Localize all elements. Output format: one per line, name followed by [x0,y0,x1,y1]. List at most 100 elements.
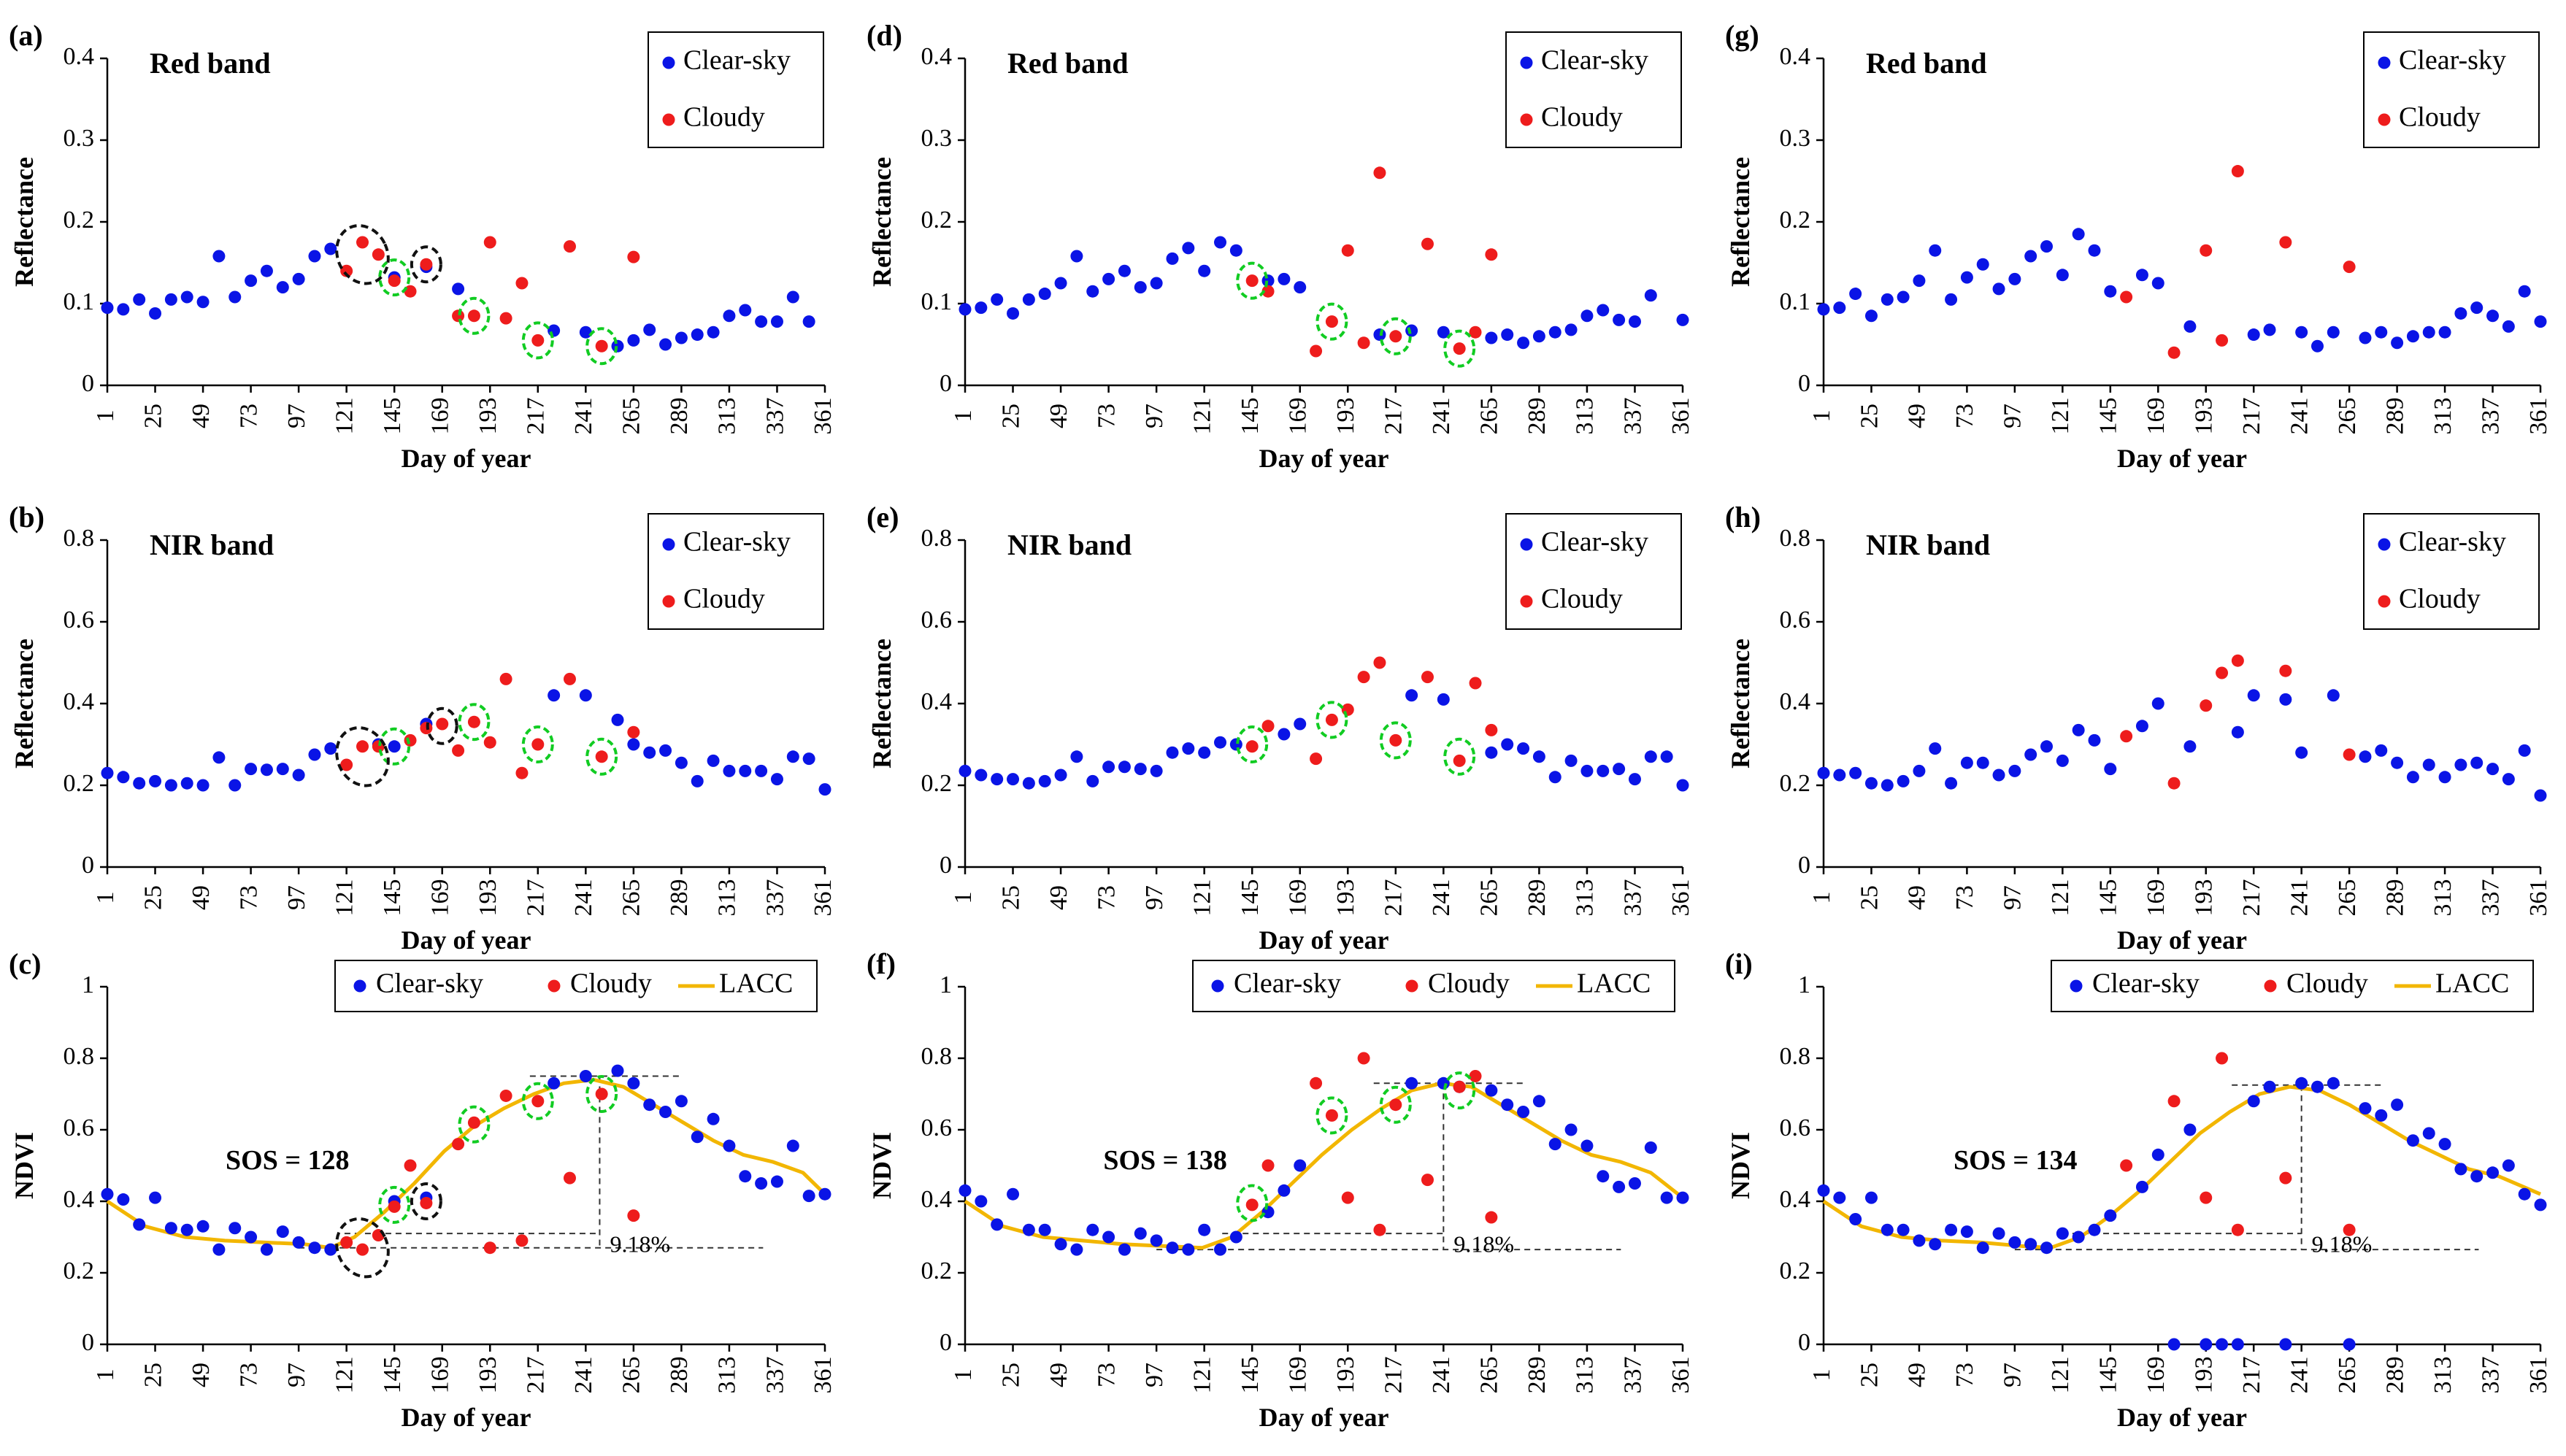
clear-sky-point [2247,1095,2260,1108]
clear-sky-point [2104,285,2117,298]
clear-sky-point [2008,1236,2021,1249]
clear-sky-point [1913,274,1926,288]
y-tick-label: 0.4 [921,1186,953,1213]
clear-sky-point [1102,1230,1115,1244]
clear-sky-point [276,281,289,294]
x-tick-label: 217 [1380,1357,1407,1394]
x-tick-label: 25 [139,885,166,910]
cloudy-point [2167,346,2181,359]
clear-sky-point [802,752,815,766]
clear-sky-point [991,1218,1004,1231]
panel-title: NIR band [1866,528,1990,561]
green-ring-marker [521,321,554,360]
clear-sky-point [659,744,672,757]
cloudy-point [1485,248,1498,261]
x-tick-label: 193 [1332,879,1359,917]
clear-sky-point [2040,740,2054,753]
x-tick-label: 73 [1951,404,1978,428]
x-tick-label: 73 [1093,885,1120,910]
clear-sky-point [2438,771,2451,784]
clear-sky-point [1517,742,1530,755]
legend-lacc-label: LACC [719,968,793,999]
cloudy-point [452,744,465,757]
cloudy-point [2231,654,2244,667]
y-axis-label: Reflectance [9,639,39,769]
x-tick-label: 169 [427,398,454,435]
panel-label: (e) [867,501,899,534]
panel-label: (d) [867,19,902,52]
x-tick-label: 121 [331,879,358,917]
legend-clear-label: Clear-sky [2399,45,2506,76]
x-tick-label: 361 [2525,398,2552,435]
clear-sky-point [2375,744,2388,757]
x-tick-label: 145 [1237,1357,1264,1394]
y-tick-label: 0.4 [1780,1186,1811,1213]
cloudy-point [499,672,512,685]
clear-sky-point [388,740,401,753]
clear-sky-point [1945,1223,1958,1236]
x-tick-label: 25 [997,404,1024,428]
cloudy-point [531,1095,545,1108]
cloudy-point [1373,1223,1386,1236]
x-tick-label: 145 [2095,398,2122,435]
clear-sky-point [739,764,752,777]
clear-sky-point [1660,750,1673,763]
clear-sky-point [149,774,162,787]
clear-sky-point [1833,769,1846,782]
green-ring-marker [1379,1085,1412,1124]
cloudy-point [1453,342,1466,355]
legend-lacc-label: LACC [2435,968,2509,999]
clear-sky-point [2216,1338,2229,1351]
y-tick-label: 0.6 [64,606,95,633]
cloudy-point [1389,733,1402,747]
clear-sky-point [675,1095,688,1108]
clear-sky-point [1580,309,1594,323]
y-tick-label: 0.6 [1780,606,1811,633]
clear-sky-point [770,773,783,786]
y-tick-label: 0.4 [921,43,953,70]
x-tick-label: 145 [379,398,406,435]
green-ring-marker [378,258,411,297]
green-ring-marker [521,725,554,763]
clear-sky-point [2470,1170,2484,1183]
clear-sky-point [324,742,337,755]
y-tick-label: 0.2 [1780,770,1811,797]
green-ring-marker [458,296,491,335]
clear-sky-point [1166,746,1179,759]
green-ring-marker [1443,1071,1476,1110]
y-tick-label: 0.3 [921,125,953,152]
clear-sky-point [723,1139,736,1152]
green-ring-marker [521,1082,554,1120]
clear-sky-point [2056,269,2069,282]
green-ring-marker [585,737,618,776]
clear-sky-point [1229,1230,1242,1244]
clear-sky-point [292,1236,305,1249]
x-tick-label: 49 [1904,404,1931,428]
clear-sky-point [1134,763,1147,776]
x-tick-label: 217 [523,398,550,435]
black-ring-marker [335,1217,390,1279]
clear-sky-point [2310,339,2324,353]
cloudy-point [1341,1191,1354,1204]
legend-cloudy-label: Cloudy [2286,968,2368,999]
cloudy-point [515,1234,529,1247]
x-tick-label: 337 [761,879,788,917]
clear-sky-point [1405,1076,1418,1090]
x-tick-label: 73 [235,885,262,910]
clear-sky-point [292,769,305,782]
clear-sky-point [1945,777,1958,790]
clear-sky-point [611,1064,624,1077]
clear-sky-point [164,293,177,306]
clear-sky-point [1613,313,1626,326]
clear-sky-point [1070,750,1083,763]
x-tick-label: 289 [1524,1357,1551,1394]
clear-sky-point [770,1175,783,1188]
clear-sky-point [818,783,831,796]
cloudy-point [1341,703,1354,716]
clear-sky-point [1992,769,2005,782]
clear-sky-point [1548,326,1562,339]
clear-sky-point [1660,1191,1673,1204]
clear-sky-point [1881,1223,1894,1236]
x-tick-label: 337 [761,398,788,435]
threshold-label: 9.18% [2312,1230,2373,1257]
